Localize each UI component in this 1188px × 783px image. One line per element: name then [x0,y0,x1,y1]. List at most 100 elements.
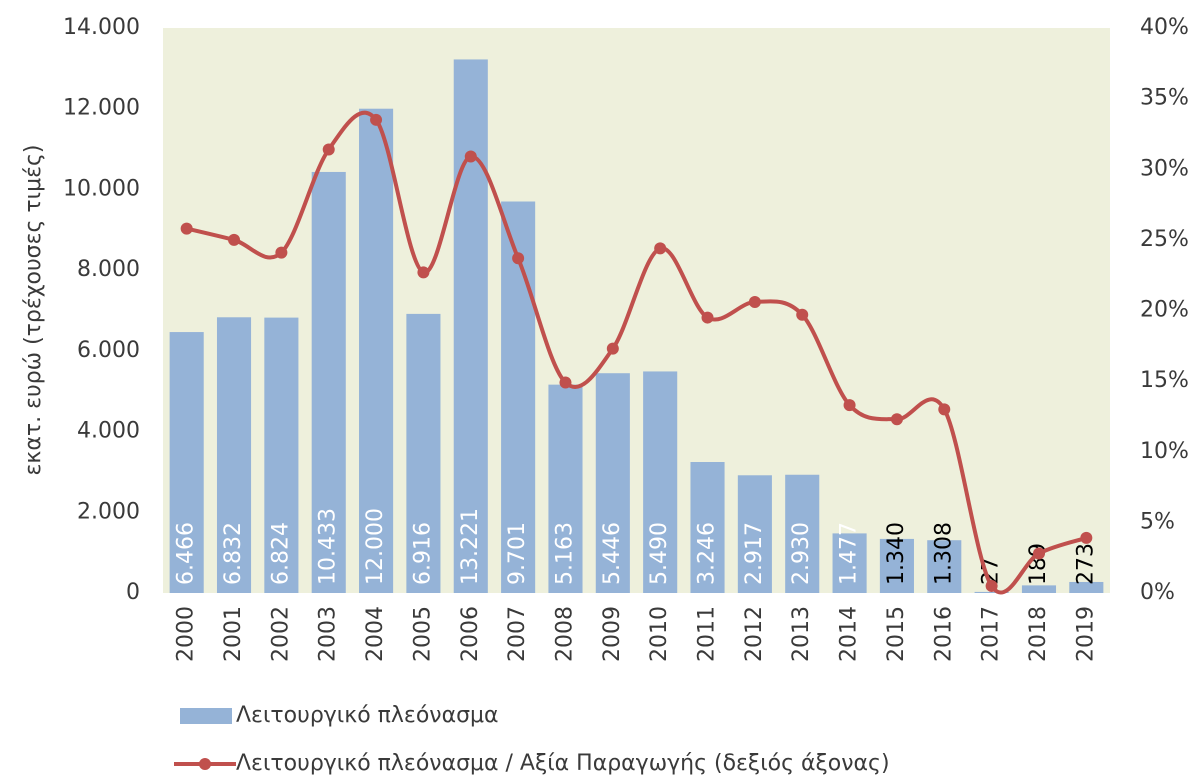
bar [216,317,252,593]
bar [169,332,204,593]
bar [501,201,536,593]
x-tick-label: 2001 [221,606,246,662]
data-label: 12.000 [363,508,388,585]
bar [406,313,441,593]
y-tick-label: 12.000 [63,96,140,121]
y-tick-label: 6.000 [77,338,140,363]
line-marker [512,252,525,265]
bar [785,474,820,593]
x-tick-label: 2000 [174,606,199,662]
x-tick-label: 2008 [552,606,577,662]
x-tick-label: 2007 [505,606,530,662]
line-marker [654,242,667,255]
line-marker [606,342,619,355]
x-tick-label: 2016 [931,606,956,662]
data-label: 10.433 [316,508,341,585]
bar [737,475,772,593]
legend-item: Λειτουργικό πλεόνασμα / Αξία Παραγωγής (… [174,751,890,776]
legend-label: Λειτουργικό πλεόνασμα / Αξία Παραγωγής (… [236,751,890,776]
y2-tick-label: 10% [1140,439,1188,464]
x-tick-label: 2017 [979,606,1004,662]
line-marker [1080,531,1093,544]
y2-tick-label: 5% [1140,509,1175,534]
x-tick-label: 2002 [268,606,293,662]
data-label: 1.340 [884,522,909,585]
y2-tick-label: 40% [1140,15,1188,40]
legend-item: Λειτουργικό πλεόνασμα [180,703,499,728]
line-marker [370,113,383,126]
y2-tick-label: 25% [1140,227,1188,252]
data-label: 5.446 [600,522,625,585]
line-marker [985,579,998,592]
legend-label: Λειτουργικό πλεόνασμα [236,703,499,728]
data-label: 9.701 [505,522,530,585]
y-tick-label: 10.000 [63,176,140,201]
y2-tick-label: 35% [1140,86,1188,111]
line-marker [228,233,241,246]
data-label: 5.490 [647,522,672,585]
x-tick-label: 2013 [789,606,814,662]
bar [1021,585,1057,593]
x-tick-label: 2015 [884,606,909,662]
bar [927,540,962,593]
y-axis-label: εκατ. ευρώ (τρέχουσες τιμές) [21,145,46,476]
legend-marker [199,758,211,770]
line-marker [464,150,477,163]
x-tick-label: 2012 [742,606,767,662]
line-marker [748,296,761,309]
line-marker [180,222,193,235]
bar [359,108,394,593]
line-marker [322,143,335,156]
line-marker [890,413,903,426]
y-tick-label: 2.000 [77,499,140,524]
data-label: 13.221 [458,508,483,585]
x-tick-label: 2010 [647,606,672,662]
line-marker [701,311,714,324]
y-tick-label: 14.000 [63,15,140,40]
x-tick-label: 2006 [458,606,483,662]
bar [1069,581,1104,593]
x-tick-label: 2018 [1026,606,1051,662]
data-label: 6.916 [410,522,435,585]
y-tick-label: 4.000 [77,419,140,444]
data-label: 6.832 [221,522,246,585]
y2-tick-label: 15% [1140,368,1188,393]
line-marker [796,308,809,321]
x-tick-label: 2011 [695,606,720,662]
line-marker [275,246,288,259]
data-label: 3.246 [695,522,720,585]
x-tick-label: 2005 [410,606,435,662]
data-label: 6.466 [174,522,199,585]
data-label: 1.308 [931,522,956,585]
bar [311,171,346,594]
x-tick-label: 2014 [837,606,862,662]
bar [832,533,867,593]
bar [595,373,630,593]
bar [643,371,678,593]
data-label: 2.917 [742,522,767,585]
line-marker [843,399,856,412]
x-tick-label: 2009 [600,606,625,662]
data-label: 1.477 [837,522,862,585]
bar [264,317,299,593]
line-marker [417,266,430,279]
y2-tick-label: 0% [1140,580,1175,605]
line-marker [1032,547,1045,560]
data-label: 273 [1073,543,1098,585]
y2-tick-label: 20% [1140,298,1188,323]
bar [453,59,488,593]
bar [974,591,1009,593]
legend-swatch [180,708,232,724]
line-marker [559,376,572,389]
data-label: 6.824 [268,522,293,585]
bar [690,462,725,593]
y2-tick-label: 30% [1140,156,1188,181]
data-label: 2.930 [789,522,814,585]
y-tick-label: 8.000 [77,257,140,282]
data-label: 5.163 [552,522,577,585]
x-tick-label: 2003 [316,606,341,662]
x-tick-label: 2019 [1073,606,1098,662]
bar [879,538,914,593]
y-tick-label: 0 [126,580,140,605]
